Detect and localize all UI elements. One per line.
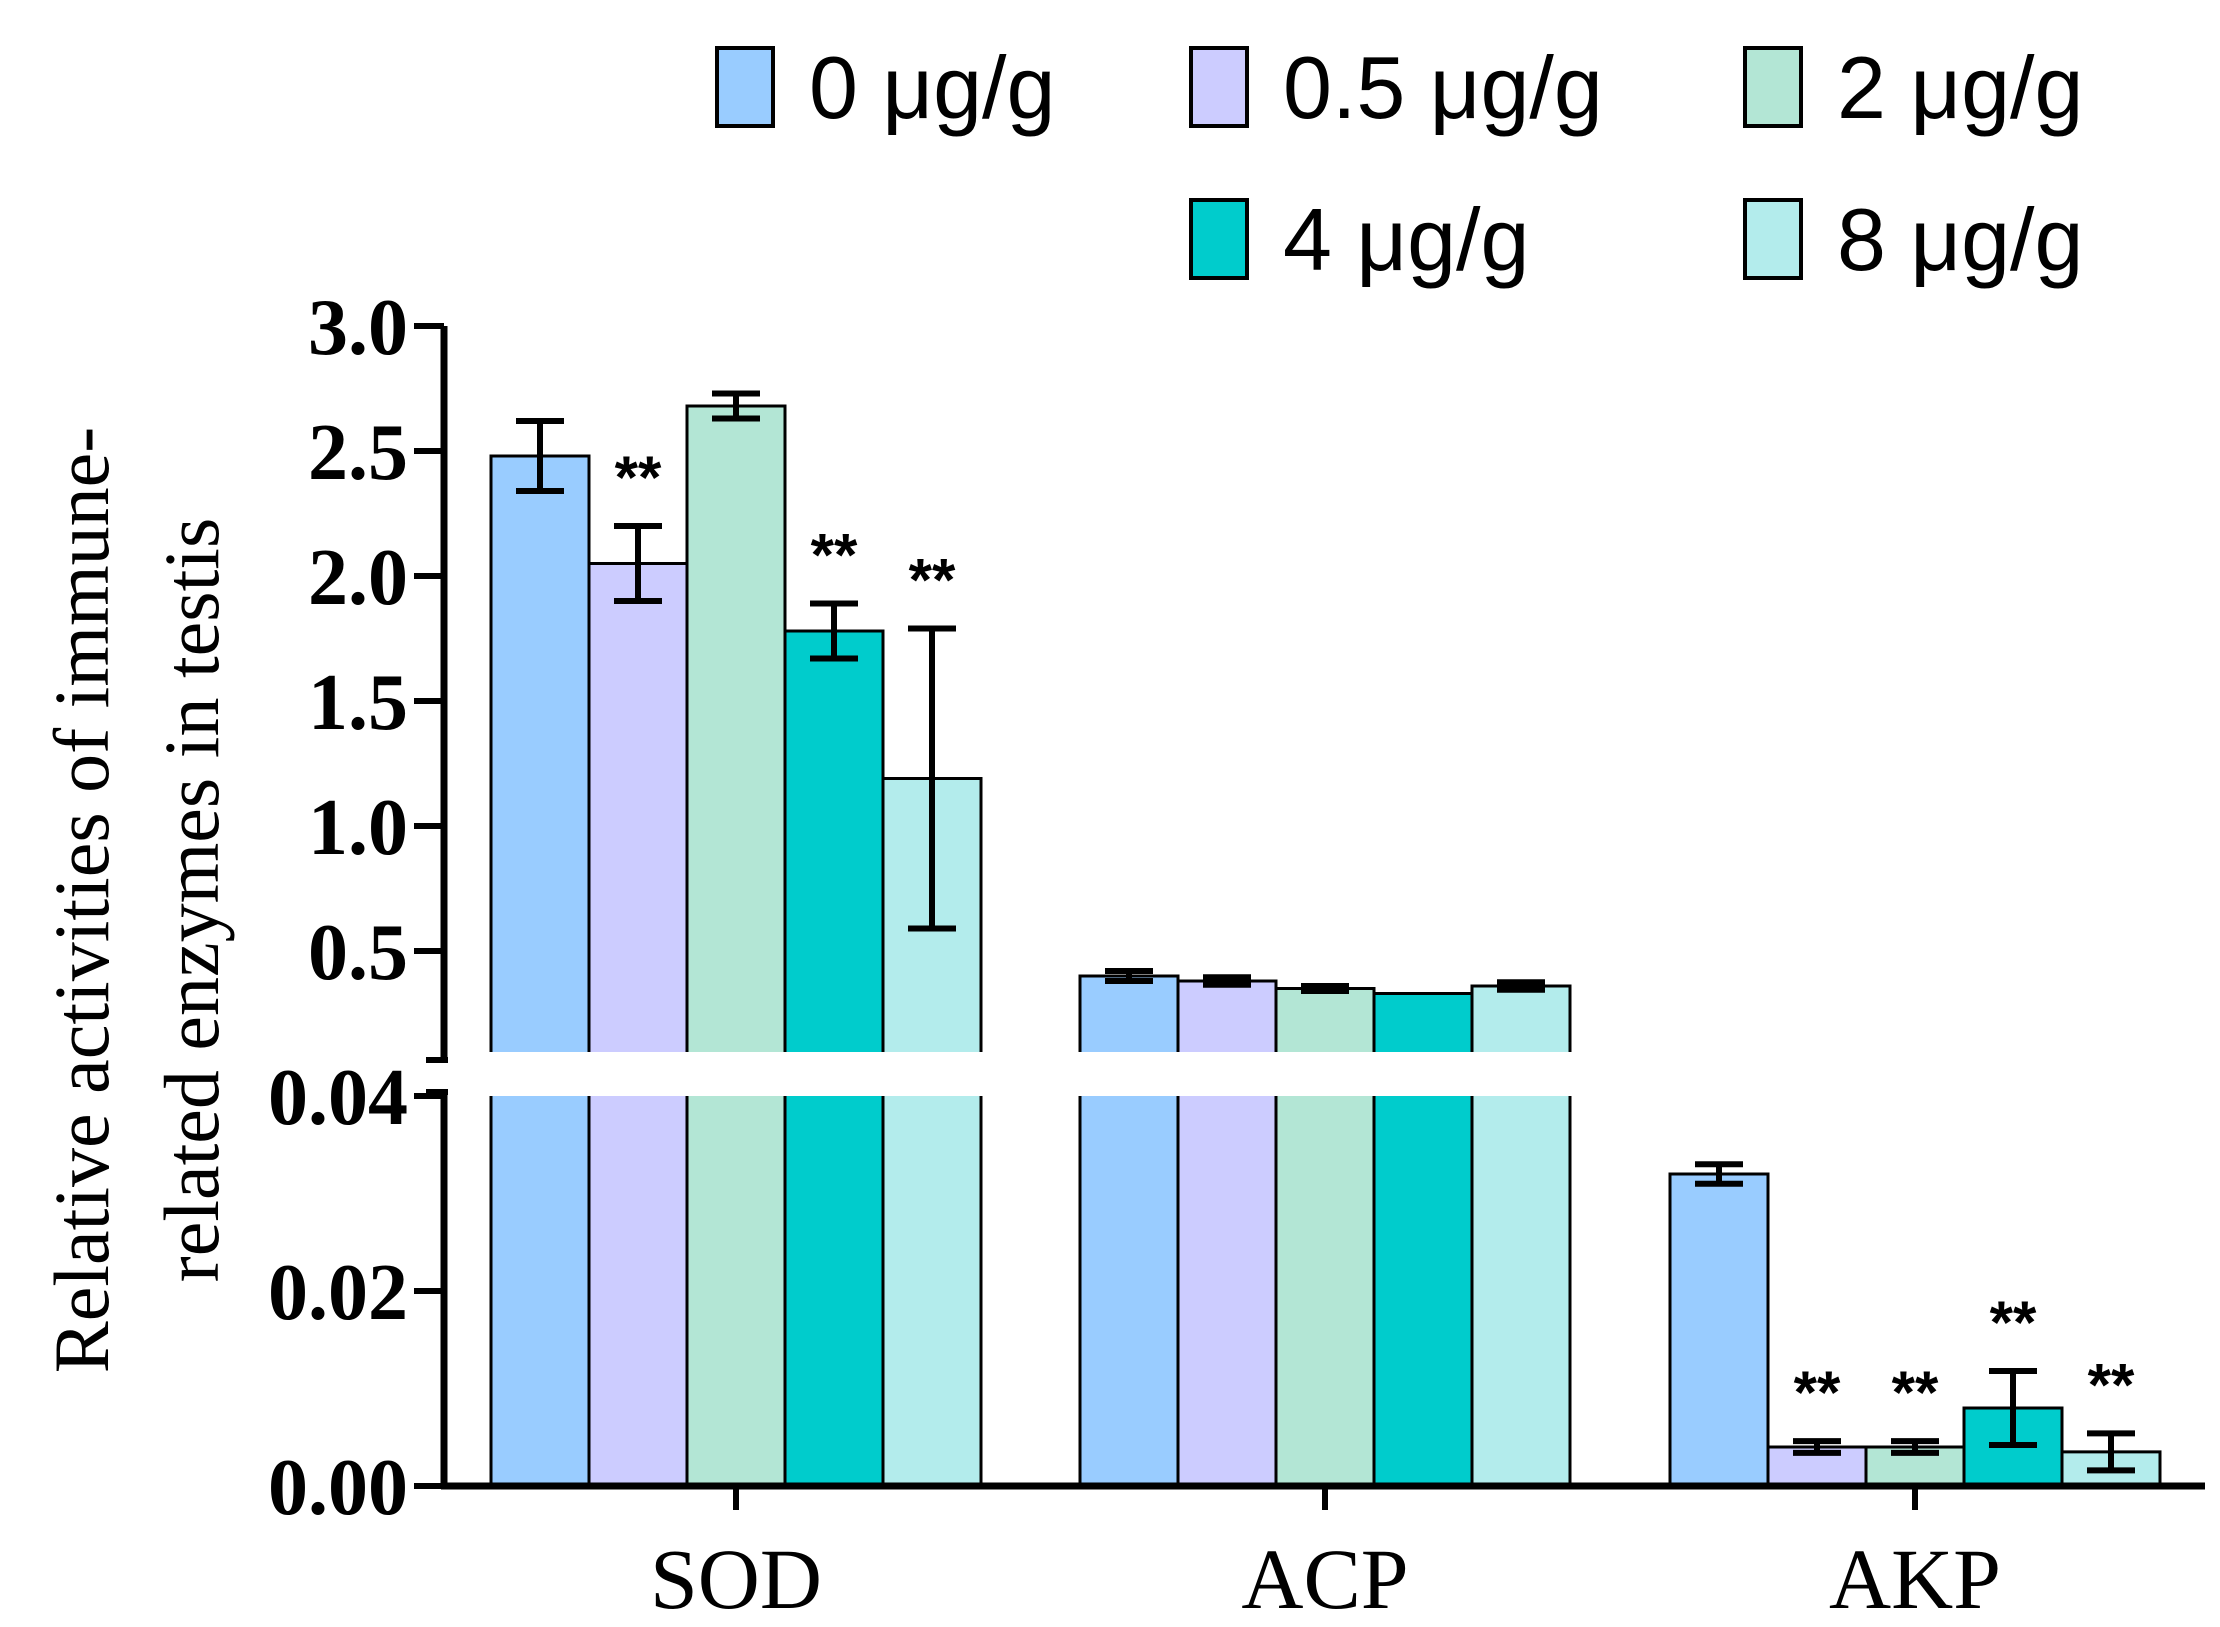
legend-label-series-4: 8 μg/g bbox=[1837, 190, 2083, 289]
y-tick-label: 0.00 bbox=[268, 1444, 408, 1532]
bar-akp-series-0 bbox=[1668, 1172, 1770, 1488]
y-tick-label: 0.02 bbox=[268, 1249, 408, 1337]
bars bbox=[489, 404, 2162, 1488]
y-tick-label: 1.0 bbox=[308, 784, 408, 872]
x-tick-label-acp: ACP bbox=[1241, 1531, 1408, 1627]
legend-label-series-1: 0.5 μg/g bbox=[1283, 38, 1603, 137]
significance-mark-akp-series-2: ** bbox=[1892, 1359, 1939, 1426]
y-axis-title-line2: related enzymes in testis bbox=[148, 518, 235, 1283]
x-tick-label-akp: AKP bbox=[1829, 1531, 2001, 1627]
significance-mark-sod-series-4: ** bbox=[909, 547, 956, 614]
y-tick-label: 2.5 bbox=[308, 409, 408, 497]
bar-sod-series-1 bbox=[587, 562, 689, 1488]
legend-swatch-series-0 bbox=[715, 46, 775, 128]
significance-mark-akp-series-1: ** bbox=[1794, 1359, 1841, 1426]
x-tick-label-sod: SOD bbox=[650, 1531, 822, 1627]
y-axis-title: Relative activities of immune- related e… bbox=[38, 427, 235, 1374]
y-tick-label: 0.5 bbox=[308, 909, 408, 997]
significance-mark-sod-series-1: ** bbox=[615, 444, 662, 511]
bar-sod-series-2 bbox=[685, 404, 787, 1488]
y-tick-label: 1.5 bbox=[308, 659, 408, 747]
y-axis-title-line1: Relative activities of immune- bbox=[38, 427, 125, 1374]
legend-swatch-series-2 bbox=[1743, 46, 1803, 128]
y-tick-label: 0.04 bbox=[268, 1054, 408, 1142]
bar-sod-series-0 bbox=[489, 454, 591, 1488]
significance-mark-akp-series-3: ** bbox=[1990, 1289, 2037, 1356]
axis-break-band bbox=[414, 1052, 2214, 1096]
significance-mark-akp-series-4: ** bbox=[2088, 1351, 2135, 1418]
axes: 0.5 1.0 1.5 2.0 2.5 3.0 0.00 0.02 0.04 SOD ACP AKP bbox=[268, 284, 2214, 1627]
significance-mark-sod-series-3: ** bbox=[811, 522, 858, 589]
y-tick-label: 2.0 bbox=[308, 534, 408, 622]
error-bars bbox=[516, 390, 2135, 1474]
legend-label-series-3: 4 μg/g bbox=[1283, 190, 1529, 289]
y-tick-label: 3.0 bbox=[308, 284, 408, 372]
legend-swatch-series-4 bbox=[1743, 198, 1803, 280]
legend-swatch-series-1 bbox=[1189, 46, 1249, 128]
significance-marks: ** ** ** ** ** ** ** bbox=[615, 444, 2135, 1426]
legend-label-series-0: 0 μg/g bbox=[809, 38, 1055, 137]
legend: 0 μg/g 0.5 μg/g 2 μg/g 4 μg/g 8 μg/g bbox=[715, 38, 2083, 289]
legend-swatch-series-3 bbox=[1189, 198, 1249, 280]
legend-label-series-2: 2 μg/g bbox=[1837, 38, 2083, 137]
